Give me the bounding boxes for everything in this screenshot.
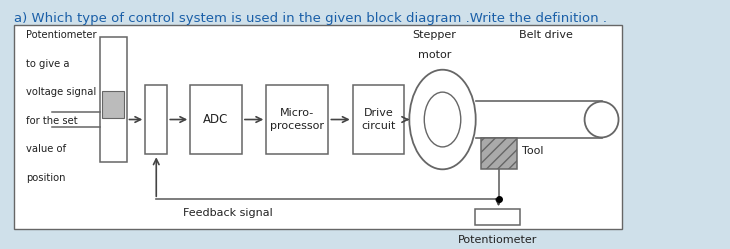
Bar: [353, 85, 404, 154]
Bar: [102, 91, 124, 118]
Text: position: position: [26, 173, 66, 183]
Bar: [480, 138, 517, 169]
Text: Stepper: Stepper: [412, 30, 456, 40]
Text: Feedback signal: Feedback signal: [183, 208, 273, 218]
Ellipse shape: [424, 92, 461, 147]
Text: a) Which type of control system is used in the given block diagram .Write the de: a) Which type of control system is used …: [14, 12, 607, 25]
Bar: [266, 85, 328, 154]
Bar: [14, 25, 622, 229]
Text: Micro-
processor: Micro- processor: [270, 108, 324, 131]
Text: Tool: Tool: [522, 146, 544, 156]
Text: value of: value of: [26, 144, 66, 154]
Bar: [475, 209, 520, 225]
Text: Drive
circuit: Drive circuit: [361, 108, 396, 131]
Ellipse shape: [410, 70, 476, 169]
Text: Belt drive: Belt drive: [519, 30, 573, 40]
Text: ADC: ADC: [204, 113, 228, 126]
Text: Potentiometer: Potentiometer: [26, 30, 97, 40]
Text: to give a: to give a: [26, 59, 70, 68]
Text: voltage signal: voltage signal: [26, 87, 96, 97]
Text: motor: motor: [418, 50, 451, 60]
Ellipse shape: [585, 102, 618, 137]
Bar: [145, 85, 167, 154]
Bar: [100, 37, 126, 162]
Bar: [190, 85, 242, 154]
Text: Potentiometer: Potentiometer: [458, 235, 537, 245]
Text: for the set: for the set: [26, 116, 78, 126]
